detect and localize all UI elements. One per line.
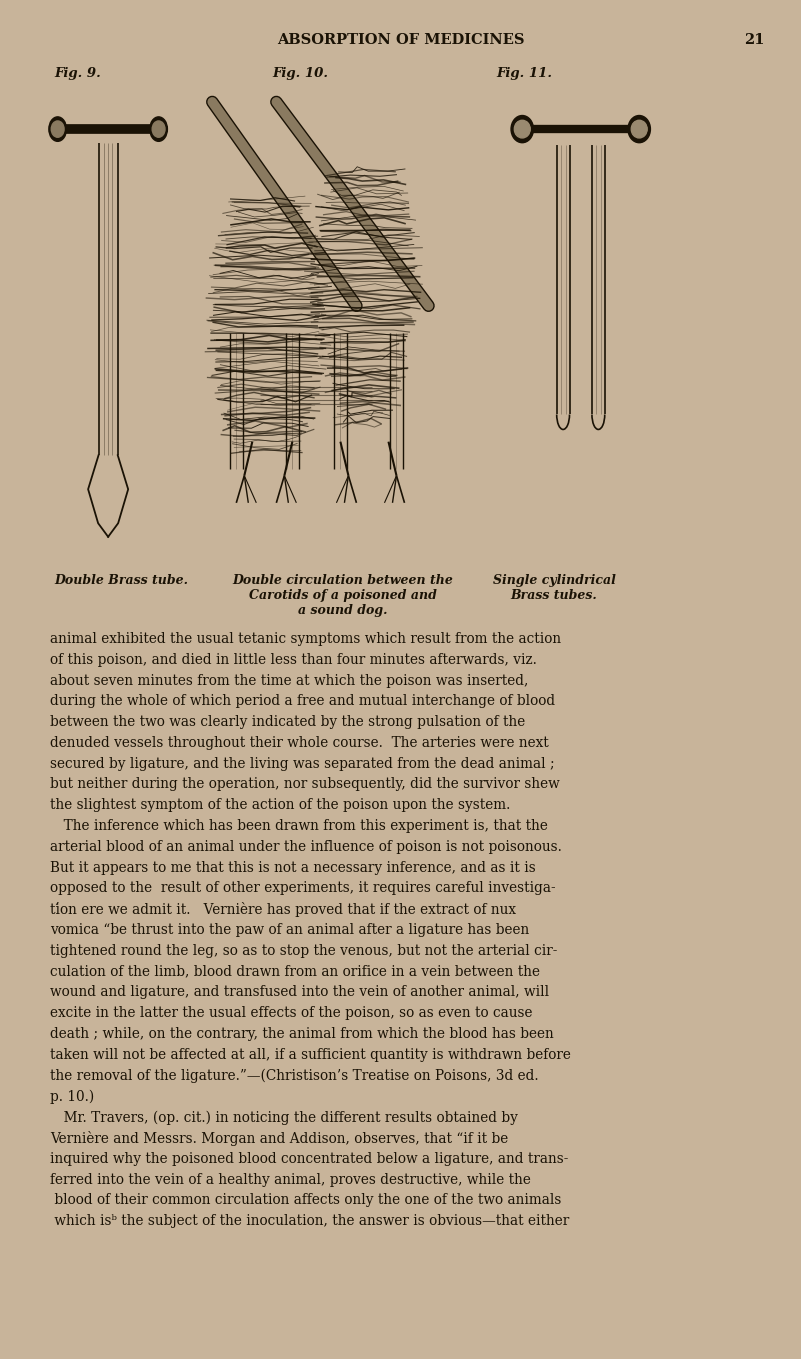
Ellipse shape [49, 117, 66, 141]
Text: Fig. 10.: Fig. 10. [272, 67, 328, 80]
Text: But it appears to me that this is not a necessary inference, and as it is: But it appears to me that this is not a … [50, 860, 536, 875]
Text: p. 10.): p. 10.) [50, 1090, 95, 1104]
Text: between the two was clearly indicated by the strong pulsation of the: between the two was clearly indicated by… [50, 715, 525, 730]
Text: death ; while, on the contrary, the animal from which the blood has been: death ; while, on the contrary, the anim… [50, 1027, 554, 1041]
Ellipse shape [628, 116, 650, 143]
Text: blood of their common circulation affects only the one of the two animals: blood of their common circulation affect… [50, 1193, 562, 1207]
Text: Double circulation between the
Carotids of a poisoned and
a sound dog.: Double circulation between the Carotids … [232, 573, 453, 617]
Text: Mr. Travers, (op. cit.) in noticing the different results obtained by: Mr. Travers, (op. cit.) in noticing the … [50, 1110, 518, 1124]
Text: culation of the limb, blood drawn from an orifice in a vein between the: culation of the limb, blood drawn from a… [50, 965, 541, 978]
Text: of this poison, and died in little less than four minutes afterwards, viz.: of this poison, and died in little less … [50, 652, 537, 667]
Text: tightened round the leg, so as to stop the venous, but not the arterial cir-: tightened round the leg, so as to stop t… [50, 943, 557, 958]
Ellipse shape [511, 116, 533, 143]
Text: vomica “be thrust into the paw of an animal after a ligature has been: vomica “be thrust into the paw of an ani… [50, 923, 529, 938]
Ellipse shape [51, 121, 64, 137]
Text: taken will not be affected at all, if a sufficient quantity is withdrawn before: taken will not be affected at all, if a … [50, 1048, 571, 1061]
Text: 21: 21 [744, 33, 765, 48]
Text: ABSORPTION OF MEDICINES: ABSORPTION OF MEDICINES [277, 33, 524, 48]
Text: inquired why the poisoned blood concentrated below a ligature, and trans-: inquired why the poisoned blood concentr… [50, 1151, 569, 1166]
Ellipse shape [150, 117, 167, 141]
Text: which isᵇ the subject of the inoculation, the answer is obvious—that either: which isᵇ the subject of the inoculation… [50, 1214, 570, 1229]
Text: arterial blood of an animal under the influence of poison is not poisonous.: arterial blood of an animal under the in… [50, 840, 562, 853]
Text: Single cylindrical
Brass tubes.: Single cylindrical Brass tubes. [493, 573, 615, 602]
Text: but neither during the operation, nor subsequently, did the survivor shew: but neither during the operation, nor su… [50, 777, 560, 791]
Text: denuded vessels throughout their whole course.  The arteries were next: denuded vessels throughout their whole c… [50, 735, 549, 750]
Ellipse shape [631, 121, 647, 139]
Text: excite in the latter the usual effects of the poison, so as even to cause: excite in the latter the usual effects o… [50, 1006, 533, 1021]
Text: tíon ere we admit it.   Vernière has proved that if the extract of nux: tíon ere we admit it. Vernière has prov… [50, 902, 517, 917]
Text: during the whole of which period a free and mutual interchange of blood: during the whole of which period a free … [50, 694, 556, 708]
Text: Vernière and Messrs. Morgan and Addison, observes, that “if it be: Vernière and Messrs. Morgan and Addison,… [50, 1131, 509, 1146]
Text: the removal of the ligature.”—(Christison’s Treatise on Poisons, 3d ed.: the removal of the ligature.”—(Christiso… [50, 1068, 539, 1083]
Text: opposed to the  result of other experiments, it requires careful investiga-: opposed to the result of other experimen… [50, 882, 556, 896]
Text: wound and ligature, and transfused into the vein of another animal, will: wound and ligature, and transfused into … [50, 985, 549, 999]
Ellipse shape [152, 121, 165, 137]
Text: The inference which has been drawn from this experiment is, that the: The inference which has been drawn from … [50, 819, 549, 833]
Text: Double Brass tube.: Double Brass tube. [54, 573, 188, 587]
Text: Fig. 11.: Fig. 11. [497, 67, 553, 80]
Text: the slightest symptom of the action of the poison upon the system.: the slightest symptom of the action of t… [50, 798, 511, 813]
Text: animal exhibited the usual tetanic symptoms which result from the action: animal exhibited the usual tetanic sympt… [50, 632, 562, 646]
Ellipse shape [514, 121, 530, 139]
Text: ferred into the vein of a healthy animal, proves destructive, while the: ferred into the vein of a healthy animal… [50, 1173, 531, 1186]
Text: about seven minutes from the time at which the poison was inserted,: about seven minutes from the time at whi… [50, 674, 529, 688]
Text: secured by ligature, and the living was separated from the dead animal ;: secured by ligature, and the living was … [50, 757, 555, 771]
Text: Fig. 9.: Fig. 9. [54, 67, 101, 80]
